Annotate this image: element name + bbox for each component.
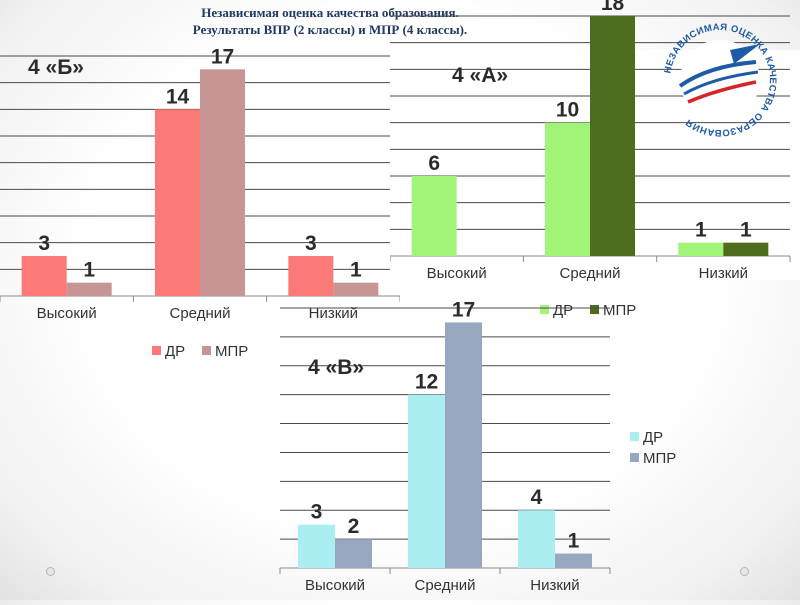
legend-label: МПР [603,302,636,319]
quality-assessment-logo: НЕЗАВИСИМАЯ ОЦЕНКА КАЧЕСТВА ОБРАЗОВАНИЯ [662,22,777,138]
data-label: 3 [311,501,323,524]
category-label: Высокий [305,577,365,594]
data-label: 6 [428,152,440,175]
category-label: Средний [415,577,476,594]
category-label: Низкий [699,265,748,282]
data-label: 4 [531,486,543,509]
bar-mpr-3 [333,282,379,296]
data-label: 17 [211,45,234,68]
binder-hole-right [740,567,749,576]
bar-dr-1 [21,256,67,296]
bar-mpr-2 [445,322,482,568]
data-label: 17 [452,298,475,321]
chart-title: 4 «В» [308,356,364,379]
bar-dr-3 [288,256,334,296]
data-label: 1 [568,530,580,553]
chart-4v: 3 2 Высокий 12 17 Средний 4 1 Низкий 4 «В» ДР МПР [270,272,710,600]
data-label: 10 [556,99,579,122]
data-label: 2 [348,515,360,538]
chart-4b: 3 1 Высокий 14 17 Средний 3 1 Низкий 4 «Б» ДР МПР [0,40,401,370]
legend-label: МПР [215,343,248,360]
bar-mpr-1 [335,539,372,568]
category-label: Низкий [309,305,358,322]
legend-swatch [630,432,639,441]
legend-swatch [152,346,161,355]
category-label: Средний [560,265,621,282]
bar-dr-2 [545,122,590,257]
chart-4v-svg: 3 2 Высокий 12 17 Средний 4 1 Низкий 4 «В» ДР МПР [279,298,676,594]
legend-swatch [590,305,599,314]
bar-dr-3 [678,242,724,256]
bar-dr-1 [411,176,457,256]
category-label: Низкий [530,577,579,594]
legend-label: ДР [165,343,185,360]
legend-label: МПР [643,450,676,467]
legend-swatch [540,305,549,314]
data-label: 1 [740,219,752,242]
legend-swatch [630,453,639,462]
legend-label: ДР [553,302,573,319]
bar-mpr-1 [66,282,112,296]
category-label: Высокий [427,265,487,282]
bar-dr-3 [518,510,555,568]
bar-mpr-3 [723,242,769,256]
data-label: 1 [350,259,362,282]
bar-mpr-3 [555,553,592,568]
bar-dr-2 [408,394,445,568]
legend-swatch [202,346,211,355]
bar-mpr-2 [200,69,245,296]
bar-dr-2 [155,109,200,296]
bar-mpr-2 [590,16,635,256]
data-label: 14 [166,85,190,108]
category-label: Средний [170,305,231,322]
chart-title: 4 «Б» [28,56,84,79]
data-label: 3 [38,232,50,255]
slide-title-line2: Результаты ВПР (2 классы) и МПР (4 класс… [192,22,468,37]
chart-title: 4 «А» [452,64,508,87]
bar-dr-1 [298,524,335,568]
binder-hole-left [46,567,55,576]
data-label: 3 [305,232,317,255]
data-label: 1 [695,219,707,242]
data-label: 1 [83,259,95,282]
category-label: Высокий [37,305,97,322]
data-label: 12 [415,371,438,394]
legend-label: ДР [643,429,663,446]
data-label: 18 [601,0,625,15]
chart-4b-svg: 3 1 Высокий 14 17 Средний 3 1 Низкий 4 «Б» ДР МПР [0,45,401,360]
